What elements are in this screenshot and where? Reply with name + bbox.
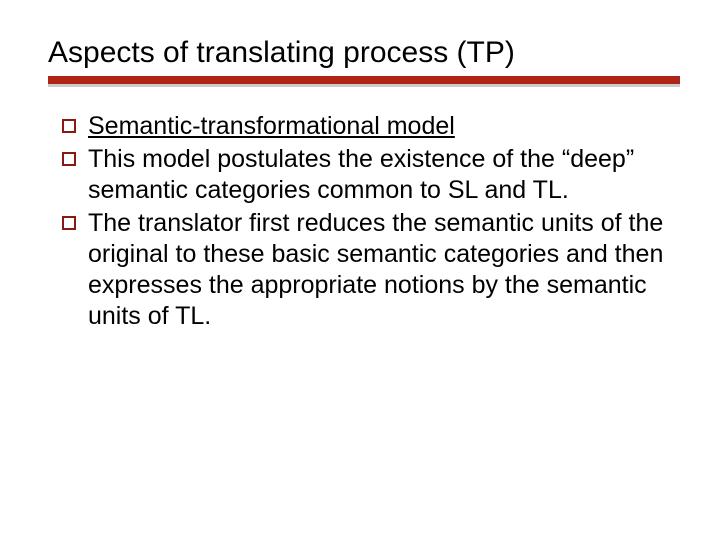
bullet-text: Semantic-transformational model bbox=[88, 111, 455, 142]
title-underline-bar bbox=[48, 76, 680, 84]
list-item: This model postulates the existence of t… bbox=[62, 144, 680, 206]
title-underline-shadow bbox=[48, 84, 680, 87]
checkbox-icon bbox=[62, 152, 76, 166]
checkbox-icon bbox=[62, 119, 76, 133]
checkbox-icon bbox=[62, 216, 76, 230]
title-underline bbox=[48, 76, 680, 87]
bullet-text: The translator first reduces the semanti… bbox=[88, 208, 680, 332]
list-item: The translator first reduces the semanti… bbox=[62, 208, 680, 332]
bullet-list: Semantic-transformational model This mod… bbox=[48, 111, 680, 332]
list-item: Semantic-transformational model bbox=[62, 111, 680, 142]
slide-title: Aspects of translating process (TP) bbox=[48, 36, 680, 70]
bullet-text: This model postulates the existence of t… bbox=[88, 144, 680, 206]
